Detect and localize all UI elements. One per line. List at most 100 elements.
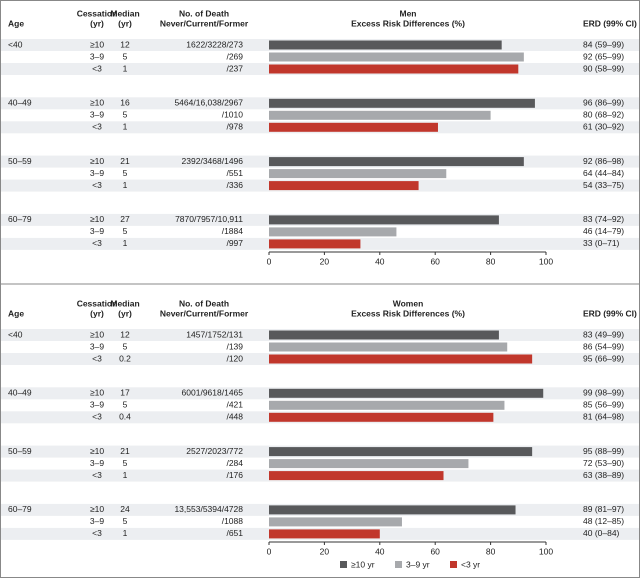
cessation-label: 3–9 [90, 341, 104, 351]
cessation-label: <3 [92, 470, 102, 480]
bar [269, 64, 519, 74]
median-label: 1 [123, 528, 128, 538]
bar [269, 110, 491, 120]
panel-title: Men [400, 8, 417, 18]
median-label: 1 [123, 238, 128, 248]
median-label: 0.4 [119, 412, 131, 422]
erd-label: 86 (54–99) [583, 341, 624, 351]
bar [269, 157, 524, 167]
bar [269, 471, 444, 481]
bar [269, 505, 516, 515]
erd-label: 92 (86–98) [583, 156, 624, 166]
x-tick-label: 60 [430, 256, 440, 266]
deaths-label: /176 [226, 470, 243, 480]
bar [269, 40, 502, 50]
bar [269, 215, 499, 225]
erd-label: 95 (88–99) [583, 446, 624, 456]
bar [269, 529, 380, 539]
deaths-label: /997 [226, 238, 243, 248]
column-header: Never/Current/Former [160, 308, 249, 318]
deaths-label: /448 [226, 412, 243, 422]
deaths-label: /1884 [222, 226, 244, 236]
deaths-label: /978 [226, 122, 243, 132]
median-label: 1 [123, 63, 128, 73]
erd-label: 83 (74–92) [583, 214, 624, 224]
erd-label: 33 (0–71) [583, 238, 620, 248]
column-header: No. of Death [179, 8, 229, 18]
x-tick-label: 40 [375, 546, 385, 556]
x-tick-label: 0 [267, 256, 272, 266]
erd-label: 96 (86–99) [583, 98, 624, 108]
cessation-label: <3 [92, 180, 102, 190]
erd-label: 95 (66–99) [583, 353, 624, 363]
column-header: Median [110, 8, 139, 18]
erd-label: 61 (30–92) [583, 122, 624, 132]
x-tick-label: 80 [486, 546, 496, 556]
x-tick-label: 80 [486, 256, 496, 266]
bar [269, 181, 419, 191]
median-label: 17 [120, 388, 130, 398]
column-header: (yr) [90, 18, 104, 28]
median-label: 5 [123, 226, 128, 236]
median-label: 12 [120, 329, 130, 339]
bar [269, 227, 397, 237]
cessation-label: <3 [92, 122, 102, 132]
bar [269, 122, 438, 132]
erd-label: 92 (65–99) [583, 51, 624, 61]
panel-title: Women [393, 298, 424, 308]
erd-label: 63 (38–89) [583, 470, 624, 480]
column-header: Never/Current/Former [160, 18, 249, 28]
median-label: 21 [120, 156, 130, 166]
x-tick-label: 20 [320, 546, 330, 556]
column-header: Median [110, 298, 139, 308]
deaths-label: 7870/7957/10,911 [175, 214, 243, 224]
deaths-label: 13,553/5394/4728 [174, 504, 243, 514]
deaths-label: 6001/9618/1465 [182, 388, 244, 398]
median-label: 5 [123, 516, 128, 526]
bar [269, 517, 402, 527]
erd-label: 80 (68–92) [583, 110, 624, 120]
median-label: 5 [123, 51, 128, 61]
deaths-label: 2392/3468/1496 [182, 156, 244, 166]
deaths-label: /551 [226, 168, 243, 178]
panel-subtitle: Excess Risk Differences (%) [351, 308, 465, 318]
deaths-label: /651 [226, 528, 243, 538]
legend-label: 3–9 yr [406, 559, 430, 569]
column-header: Age [8, 18, 24, 28]
age-label: <40 [8, 39, 23, 49]
erd-label: 46 (14–79) [583, 226, 624, 236]
deaths-label: /336 [226, 180, 243, 190]
age-label: 60–79 [8, 214, 32, 224]
panel-subtitle: Excess Risk Differences (%) [351, 18, 465, 28]
column-header: Age [8, 308, 24, 318]
cessation-label: ≥10 [90, 156, 104, 166]
median-label: 5 [123, 110, 128, 120]
cessation-label: ≥10 [90, 39, 104, 49]
erd-label: 64 (44–84) [583, 168, 624, 178]
cessation-label: <3 [92, 353, 102, 363]
column-header: (yr) [118, 308, 132, 318]
erd-label: 81 (64–98) [583, 412, 624, 422]
bar [269, 354, 533, 364]
age-label: 40–49 [8, 388, 32, 398]
erd-label: 89 (81–97) [583, 504, 624, 514]
bar [269, 447, 533, 457]
bar [269, 52, 524, 62]
median-label: 5 [123, 168, 128, 178]
column-header: ERD (99% CI) [583, 18, 637, 28]
erd-label: 48 (12–85) [583, 516, 624, 526]
deaths-label: /237 [226, 63, 243, 73]
column-header: Cessation [77, 298, 118, 308]
bar [269, 342, 508, 352]
erd-label: 90 (58–99) [583, 63, 624, 73]
age-label: 50–59 [8, 156, 32, 166]
age-label: 50–59 [8, 446, 32, 456]
deaths-label: 1457/1752/131 [186, 329, 243, 339]
legend-swatch [395, 561, 402, 568]
bar [269, 459, 469, 469]
cessation-label: ≥10 [90, 329, 104, 339]
median-label: 1 [123, 470, 128, 480]
median-label: 12 [120, 39, 130, 49]
